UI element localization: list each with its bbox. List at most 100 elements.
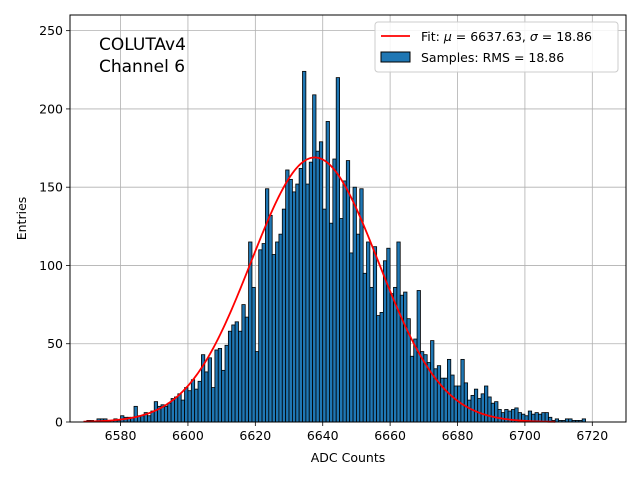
fit-layer: [83, 156, 556, 423]
histogram-bar: [372, 246, 378, 423]
histogram-bar: [268, 214, 273, 423]
histogram-bar: [275, 241, 280, 423]
y-tick-label: 100: [39, 258, 63, 273]
y-tick-label: 200: [39, 101, 63, 116]
histogram-bar: [298, 168, 303, 423]
histogram-bar: [281, 208, 287, 423]
histogram-bar: [271, 254, 276, 423]
histogram-bar: [386, 247, 391, 423]
histogram-bar: [184, 387, 189, 423]
histogram-bar: [500, 412, 506, 423]
plot-frame: [69, 14, 627, 423]
histogram-bar: [258, 249, 263, 423]
histogram-bar: [261, 243, 266, 423]
x-axis-label: ADC Counts: [311, 450, 386, 465]
histogram-bar: [231, 324, 236, 423]
x-tick-label: 6580: [105, 428, 137, 443]
histogram-bar: [436, 365, 442, 423]
x-tick-label: 6620: [239, 428, 271, 443]
histogram-bar: [366, 241, 371, 423]
histogram-bar: [463, 382, 469, 423]
histogram-bar: [369, 286, 374, 423]
histogram-bar: [349, 252, 354, 423]
histogram-bar: [224, 344, 229, 423]
histogram-bar: [325, 121, 330, 423]
histogram-bar: [494, 401, 499, 423]
histogram-bar: [329, 222, 334, 423]
histogram-bar: [147, 415, 152, 423]
histogram-bar: [295, 183, 300, 423]
histogram-bar: [457, 385, 462, 423]
legend-sigma-symbol: σ: [530, 29, 539, 44]
histogram-bar: [177, 393, 182, 423]
axes-layer: 6580 6600 6620 6640 6660 6680 6700 6720 0 50 100 15…: [39, 23, 608, 443]
histogram-bar: [140, 415, 145, 423]
histogram-bar: [217, 348, 223, 423]
histogram-bar: [376, 315, 381, 423]
histogram-bar: [467, 399, 472, 423]
histogram-bar: [234, 321, 239, 423]
legend-box: [374, 21, 619, 73]
histogram-bar: [167, 402, 172, 423]
histogram-bar: [133, 405, 138, 423]
histogram-bar: [221, 369, 226, 423]
histogram-bar: [204, 371, 209, 423]
annotation-device: COLUTAv4: [99, 35, 186, 55]
histogram-bar: [211, 387, 216, 423]
histogram-bar: [315, 150, 320, 423]
histogram-bar: [544, 412, 549, 423]
histogram-bar: [285, 169, 290, 423]
legend-mu-symbol: μ: [443, 29, 452, 44]
histogram-bar: [345, 160, 351, 423]
y-tick-label: 150: [39, 180, 63, 195]
histogram-bar: [487, 396, 492, 423]
histogram-bar: [413, 338, 418, 423]
x-tick-label: 6660: [374, 428, 406, 443]
histogram-bar: [180, 399, 185, 423]
histogram-bar: [251, 286, 256, 423]
histogram-bar: [194, 388, 199, 423]
histogram-bar: [480, 393, 485, 423]
histogram-bar: [197, 380, 202, 423]
histogram-bar: [227, 330, 233, 423]
legend-mu-value: = 6637.63,: [452, 29, 530, 44]
histogram-bar: [278, 233, 283, 423]
histogram-bar: [214, 349, 219, 423]
legend-sigma-value: = 18.86: [538, 29, 592, 44]
y-tick-label: 250: [39, 23, 63, 38]
histogram-bar: [477, 398, 482, 423]
histogram-bar: [244, 316, 249, 423]
histogram-bar: [187, 390, 192, 423]
histogram-bar: [473, 388, 479, 423]
histogram-bar: [342, 180, 347, 423]
histogram-bar: [453, 385, 458, 423]
histogram-bar: [308, 161, 314, 423]
x-tick-label: 6600: [172, 428, 204, 443]
x-tick-label: 6640: [307, 428, 339, 443]
histogram-bar: [379, 312, 384, 423]
histogram-bar: [207, 357, 212, 423]
histogram-bar: [382, 260, 388, 423]
histogram-bar: [163, 405, 169, 423]
histogram-bar: [541, 412, 546, 423]
x-tick-label: 6680: [442, 428, 474, 443]
legend-fit-prefix: Fit:: [421, 29, 444, 44]
histogram-bar: [254, 351, 260, 423]
histogram-bar: [318, 141, 324, 423]
histogram-bar: [490, 402, 495, 423]
histogram-bar: [190, 379, 196, 423]
histogram-bar: [312, 94, 317, 423]
histogram-bar: [443, 377, 448, 423]
histogram-bar: [430, 340, 435, 423]
histogram-bar: [352, 186, 357, 423]
histogram-bar: [332, 158, 337, 423]
histogram-bar: [305, 183, 310, 423]
histogram-bar: [460, 358, 465, 423]
gaussian-fit-line: [83, 156, 556, 423]
histogram-bar: [403, 291, 408, 423]
histogram-bar: [335, 77, 340, 423]
x-tick-label: 6700: [509, 428, 541, 443]
histogram-bar: [241, 304, 246, 423]
